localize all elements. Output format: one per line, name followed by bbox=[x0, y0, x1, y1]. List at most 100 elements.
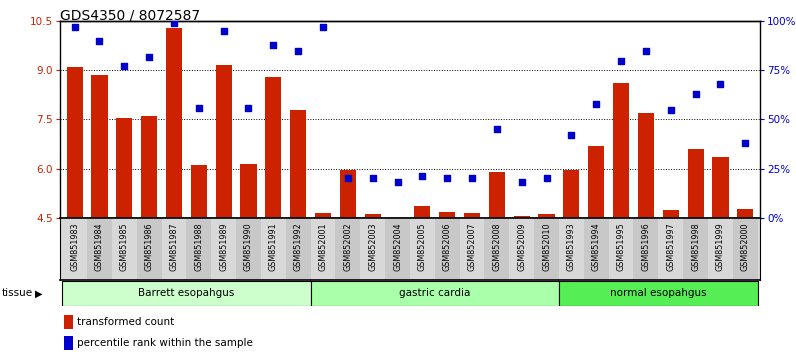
Text: GSM852002: GSM852002 bbox=[343, 223, 353, 271]
Bar bbox=[485, 218, 509, 280]
Text: GSM851990: GSM851990 bbox=[244, 223, 253, 271]
Bar bbox=[137, 218, 162, 280]
Text: GSM852009: GSM852009 bbox=[517, 223, 526, 271]
Bar bbox=[737, 209, 753, 218]
Bar bbox=[236, 218, 261, 280]
Bar bbox=[286, 218, 310, 280]
Bar bbox=[410, 218, 435, 280]
Bar bbox=[683, 218, 708, 280]
Text: GSM851992: GSM851992 bbox=[294, 223, 302, 272]
Text: GSM851997: GSM851997 bbox=[666, 223, 675, 272]
Point bbox=[739, 140, 751, 146]
Bar bbox=[435, 218, 459, 280]
Bar bbox=[733, 218, 758, 280]
Bar bbox=[559, 281, 758, 306]
Point bbox=[366, 176, 379, 181]
Bar bbox=[583, 218, 609, 280]
Text: GSM851993: GSM851993 bbox=[567, 223, 576, 271]
Text: GSM851999: GSM851999 bbox=[716, 223, 725, 272]
Bar bbox=[638, 113, 654, 218]
Bar bbox=[67, 67, 83, 218]
Point bbox=[540, 176, 553, 181]
Bar bbox=[261, 218, 286, 280]
Point bbox=[466, 176, 478, 181]
Text: GSM851985: GSM851985 bbox=[119, 223, 129, 271]
Bar bbox=[335, 218, 361, 280]
Bar bbox=[191, 165, 207, 218]
Text: GSM851988: GSM851988 bbox=[194, 223, 203, 271]
Text: GSM851991: GSM851991 bbox=[269, 223, 278, 271]
Point bbox=[242, 105, 255, 110]
Point bbox=[490, 126, 503, 132]
Point bbox=[93, 38, 106, 44]
Bar bbox=[513, 216, 530, 218]
Bar bbox=[240, 164, 256, 218]
Bar bbox=[708, 218, 733, 280]
Text: transformed count: transformed count bbox=[77, 317, 174, 327]
Bar bbox=[663, 210, 679, 218]
Bar bbox=[439, 212, 455, 218]
Bar bbox=[265, 77, 282, 218]
Bar bbox=[166, 28, 182, 218]
Bar bbox=[112, 218, 137, 280]
Text: GSM851989: GSM851989 bbox=[219, 223, 228, 271]
Text: GSM852008: GSM852008 bbox=[493, 223, 501, 271]
Bar bbox=[538, 214, 555, 218]
Bar bbox=[62, 281, 310, 306]
Point bbox=[590, 101, 603, 107]
Bar bbox=[87, 218, 112, 280]
Bar bbox=[92, 75, 107, 218]
Bar bbox=[186, 218, 211, 280]
Point bbox=[341, 176, 354, 181]
Text: ▶: ▶ bbox=[35, 289, 42, 298]
Point bbox=[515, 179, 528, 185]
Text: GSM852005: GSM852005 bbox=[418, 223, 427, 271]
Point bbox=[689, 91, 702, 97]
Text: GSM852006: GSM852006 bbox=[443, 223, 451, 271]
Bar bbox=[361, 218, 385, 280]
Point bbox=[267, 42, 279, 48]
Bar bbox=[509, 218, 534, 280]
Point bbox=[68, 24, 81, 30]
Point bbox=[665, 107, 677, 113]
Point bbox=[639, 48, 652, 53]
Bar bbox=[414, 206, 431, 218]
Point bbox=[714, 81, 727, 87]
Text: GSM851996: GSM851996 bbox=[642, 223, 650, 271]
Text: tissue: tissue bbox=[2, 289, 33, 298]
Bar bbox=[62, 218, 87, 280]
Point bbox=[391, 179, 404, 185]
Text: GSM852007: GSM852007 bbox=[467, 223, 477, 271]
Text: GSM851986: GSM851986 bbox=[145, 223, 154, 271]
Point bbox=[317, 24, 330, 30]
Text: normal esopahgus: normal esopahgus bbox=[610, 289, 707, 298]
Point bbox=[292, 48, 305, 53]
Bar bbox=[116, 118, 132, 218]
Bar bbox=[385, 218, 410, 280]
Bar bbox=[634, 218, 658, 280]
Text: GSM851984: GSM851984 bbox=[95, 223, 104, 271]
Point bbox=[441, 176, 454, 181]
Bar bbox=[688, 149, 704, 218]
Bar bbox=[613, 84, 629, 218]
Text: GSM852003: GSM852003 bbox=[369, 223, 377, 271]
Bar bbox=[216, 65, 232, 218]
Text: GSM851987: GSM851987 bbox=[170, 223, 178, 271]
Point bbox=[416, 173, 429, 179]
Bar bbox=[712, 157, 728, 218]
Bar bbox=[310, 281, 559, 306]
Bar bbox=[534, 218, 559, 280]
Point bbox=[168, 21, 181, 26]
Text: GSM852004: GSM852004 bbox=[393, 223, 402, 271]
Bar bbox=[340, 170, 356, 218]
Bar bbox=[141, 116, 157, 218]
Point bbox=[615, 58, 627, 63]
Bar bbox=[588, 146, 604, 218]
Text: Barrett esopahgus: Barrett esopahgus bbox=[139, 289, 235, 298]
Bar bbox=[658, 218, 683, 280]
Text: GSM851995: GSM851995 bbox=[617, 223, 626, 272]
Bar bbox=[464, 213, 480, 218]
Text: GDS4350 / 8072587: GDS4350 / 8072587 bbox=[60, 9, 200, 23]
Text: GSM852001: GSM852001 bbox=[318, 223, 327, 271]
Bar bbox=[310, 218, 335, 280]
